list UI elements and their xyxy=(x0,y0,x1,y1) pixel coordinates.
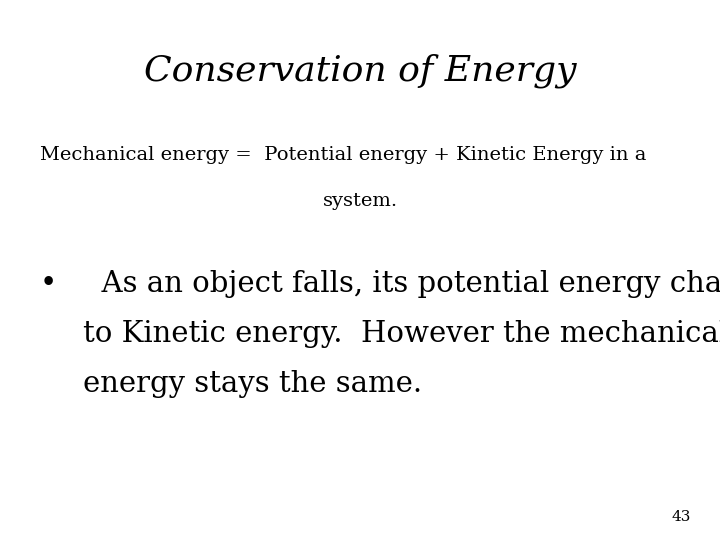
Text: As an object falls, its potential energy changes: As an object falls, its potential energy… xyxy=(83,270,720,298)
Text: 43: 43 xyxy=(672,510,691,524)
Text: Mechanical energy =  Potential energy + Kinetic Energy in a: Mechanical energy = Potential energy + K… xyxy=(40,146,646,164)
Text: energy stays the same.: energy stays the same. xyxy=(83,370,422,399)
Text: •: • xyxy=(40,270,57,298)
Text: system.: system. xyxy=(323,192,397,210)
Text: to Kinetic energy.  However the mechanical: to Kinetic energy. However the mechanica… xyxy=(83,320,720,348)
Text: Conservation of Energy: Conservation of Energy xyxy=(144,54,576,89)
